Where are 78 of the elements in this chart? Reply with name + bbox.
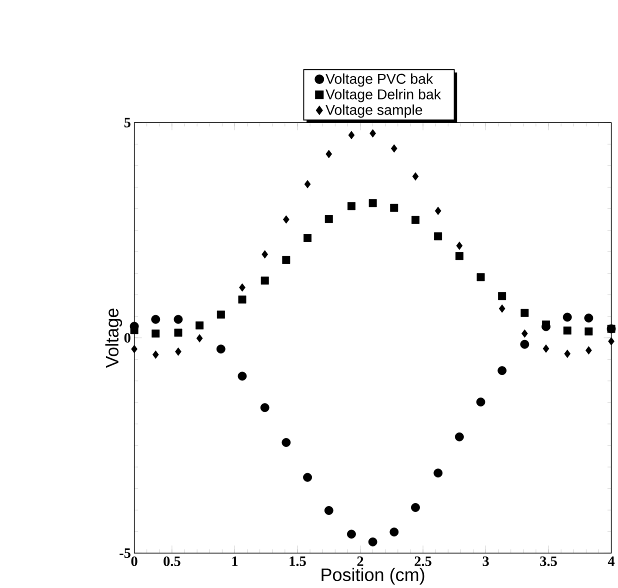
point [238, 372, 247, 381]
point [216, 344, 226, 354]
point [434, 232, 442, 240]
point [434, 468, 443, 478]
point [390, 204, 398, 212]
x-tick-label: 4 [608, 556, 615, 566]
point [304, 234, 312, 242]
point [476, 273, 485, 282]
point [498, 366, 507, 376]
point [498, 292, 506, 300]
point [542, 344, 550, 353]
point [476, 398, 486, 407]
point [390, 144, 398, 153]
point [303, 472, 312, 482]
point [151, 314, 160, 324]
point [131, 344, 138, 354]
point [282, 256, 290, 264]
legend-label: Voltage sample [326, 104, 422, 118]
x-tick-label: 1.5 [290, 556, 306, 566]
y-axis-title: Voltage [105, 308, 122, 368]
point [130, 326, 138, 334]
point [498, 304, 506, 313]
legend-label: Voltage Delrin bak [326, 89, 441, 102]
point [239, 283, 246, 292]
point [152, 330, 160, 338]
point [542, 320, 550, 329]
y-tick-label: -5 [120, 548, 130, 558]
x-tick-label: 3 [482, 556, 489, 566]
point [411, 503, 420, 512]
point [347, 530, 356, 539]
point [584, 314, 594, 323]
point [370, 129, 376, 138]
point [563, 326, 572, 335]
point [348, 131, 355, 140]
point [412, 172, 419, 181]
point [283, 215, 290, 224]
x-tick-label: 2 [357, 556, 364, 566]
point [521, 329, 528, 338]
point [520, 340, 530, 349]
x-tick-label: 0.5 [164, 556, 180, 566]
point [368, 538, 378, 546]
point [456, 242, 463, 250]
point [455, 252, 464, 260]
point [454, 432, 464, 442]
point [216, 310, 225, 319]
point [174, 328, 182, 337]
x-tick-label: 0 [131, 556, 138, 566]
point [196, 321, 204, 330]
point [564, 350, 571, 358]
point [238, 296, 246, 304]
point [175, 348, 182, 356]
point [586, 346, 592, 355]
point [152, 350, 159, 359]
legend-label: Voltage PVC bak [326, 73, 434, 87]
point [347, 202, 356, 210]
point [368, 199, 377, 208]
point [411, 216, 420, 224]
point [174, 314, 183, 324]
point [324, 506, 334, 516]
point [260, 403, 270, 412]
x-tick-label: 2.5 [414, 556, 432, 566]
y-tick-label: 5 [124, 118, 130, 128]
point [584, 328, 593, 336]
point [520, 308, 529, 317]
y-tick-label: 0 [124, 333, 130, 343]
point [260, 276, 269, 285]
x-tick-label: 3.5 [540, 556, 557, 566]
point [434, 206, 442, 216]
point [282, 438, 291, 448]
point [262, 250, 268, 259]
point [324, 215, 333, 224]
x-axis-title: Position (cm) [322, 568, 424, 585]
point [562, 312, 572, 322]
point [390, 528, 399, 537]
x-tick-label: 1 [232, 556, 238, 566]
point [326, 150, 332, 158]
point [304, 180, 311, 188]
point [196, 334, 203, 343]
